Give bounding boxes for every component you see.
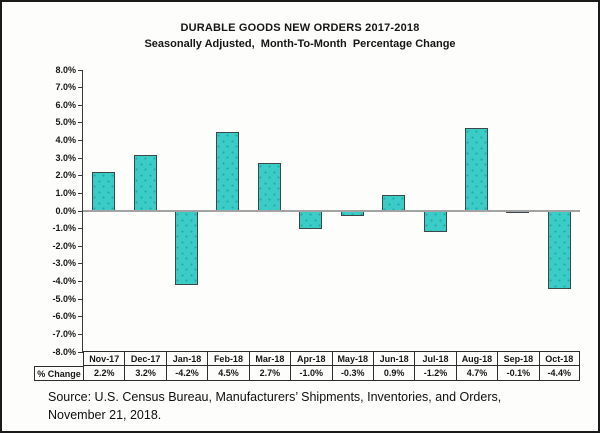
- y-tick-mark: [78, 281, 83, 282]
- month-header-cell: Sep-18: [497, 351, 539, 366]
- y-tick-mark: [78, 192, 83, 194]
- y-tick-mark: [78, 210, 83, 212]
- month-header-cell: Feb-18: [207, 351, 249, 366]
- month-header-cell: Apr-18: [290, 351, 332, 366]
- value-cell: 3.2%: [124, 366, 166, 381]
- month-header-cell: Aug-18: [455, 351, 498, 366]
- value-cell: -0.3%: [331, 366, 373, 381]
- bar-Nov-17: [92, 172, 116, 211]
- bar-Apr-18: [299, 211, 323, 229]
- chart-title: DURABLE GOODS NEW ORDERS 2017-2018: [180, 22, 420, 34]
- y-tick-label: 2.0%: [55, 170, 76, 181]
- month-header-cell: May-18: [331, 351, 373, 366]
- bar-Mar-18: [257, 163, 281, 211]
- source-line-1: Source: U.S. Census Bureau, Manufacturer…: [48, 390, 502, 404]
- y-tick-label: -3.0%: [52, 258, 76, 269]
- bar-Dec-17: [133, 154, 157, 211]
- y-tick-mark: [78, 333, 83, 335]
- y-tick-mark: [78, 140, 83, 141]
- bar-Jan-18: [175, 211, 199, 286]
- y-tick-label: 8.0%: [55, 64, 76, 75]
- month-header-cell: Mar-18: [248, 351, 291, 366]
- y-tick-label: -6.0%: [52, 311, 76, 322]
- value-cell: -0.1%: [497, 366, 539, 381]
- y-tick-label: -7.0%: [52, 328, 76, 339]
- y-tick-mark: [78, 298, 83, 300]
- value-cell: -4.2%: [165, 366, 208, 381]
- y-tick-label: 7.0%: [55, 82, 76, 93]
- value-cell: -4.4%: [538, 366, 580, 381]
- y-tick-mark: [78, 87, 83, 89]
- bar-Jul-18: [423, 211, 447, 233]
- zero-baseline: [83, 210, 580, 212]
- y-tick-mark: [78, 263, 83, 265]
- y-tick-mark: [78, 351, 83, 353]
- month-header-cell: Dec-17: [124, 351, 166, 366]
- value-cell: -1.0%: [290, 366, 332, 381]
- value-cell: 4.7%: [455, 366, 498, 381]
- y-tick-mark: [78, 228, 83, 230]
- y-tick-mark: [78, 316, 83, 318]
- y-tick-mark: [78, 175, 83, 177]
- row-header-pct-change: % Change: [34, 366, 83, 381]
- value-cell: -1.2%: [414, 366, 456, 381]
- y-tick-label: -8.0%: [52, 346, 76, 357]
- y-tick-label: 1.0%: [55, 187, 76, 198]
- bar-Feb-18: [216, 131, 240, 211]
- y-tick-label: 3.0%: [55, 152, 76, 163]
- y-tick-label: 6.0%: [55, 99, 76, 110]
- y-tick-label: -1.0%: [52, 223, 76, 234]
- table-corner-spacer: [34, 351, 83, 366]
- y-tick-label: 4.0%: [55, 135, 76, 145]
- bar-Aug-18: [464, 128, 488, 211]
- chart-subtitle: Seasonally Adjusted, Month-To-Month Perc…: [144, 38, 456, 50]
- month-header-cell: Nov-17: [83, 351, 125, 366]
- y-tick-label: -2.0%: [52, 240, 76, 251]
- month-header-cell: Oct-18: [538, 351, 580, 366]
- y-tick-label: -5.0%: [52, 293, 76, 304]
- y-tick-label: 0.0%: [55, 205, 76, 216]
- y-axis-line: [82, 70, 83, 352]
- data-table: Nov-17 Dec-17 Jan-18 Feb-18 Mar-18 Apr-18 May-…: [34, 351, 580, 382]
- value-cell: 0.9%: [372, 366, 415, 381]
- source-line-2: November 21, 2018.: [48, 408, 162, 422]
- y-tick-mark: [78, 245, 83, 247]
- value-cell: 2.7%: [248, 366, 291, 381]
- bar-Oct-18: [547, 211, 571, 289]
- value-cell: 4.5%: [207, 366, 249, 381]
- y-tick-label: -4.0%: [52, 276, 76, 286]
- month-header-cell: Jul-18: [414, 351, 456, 366]
- source-note: Source: U.S. Census Bureau, Manufacturer…: [48, 388, 501, 424]
- bar-Jun-18: [382, 195, 406, 211]
- y-tick-label: 5.0%: [55, 117, 76, 128]
- y-tick-mark: [78, 122, 83, 124]
- month-header-cell: Jun-18: [372, 351, 415, 366]
- value-cell: 2.2%: [83, 366, 125, 381]
- y-tick-mark: [78, 157, 83, 159]
- month-header-cell: Jan-18: [165, 351, 208, 366]
- y-tick-mark: [78, 69, 83, 71]
- y-tick-mark: [78, 104, 83, 106]
